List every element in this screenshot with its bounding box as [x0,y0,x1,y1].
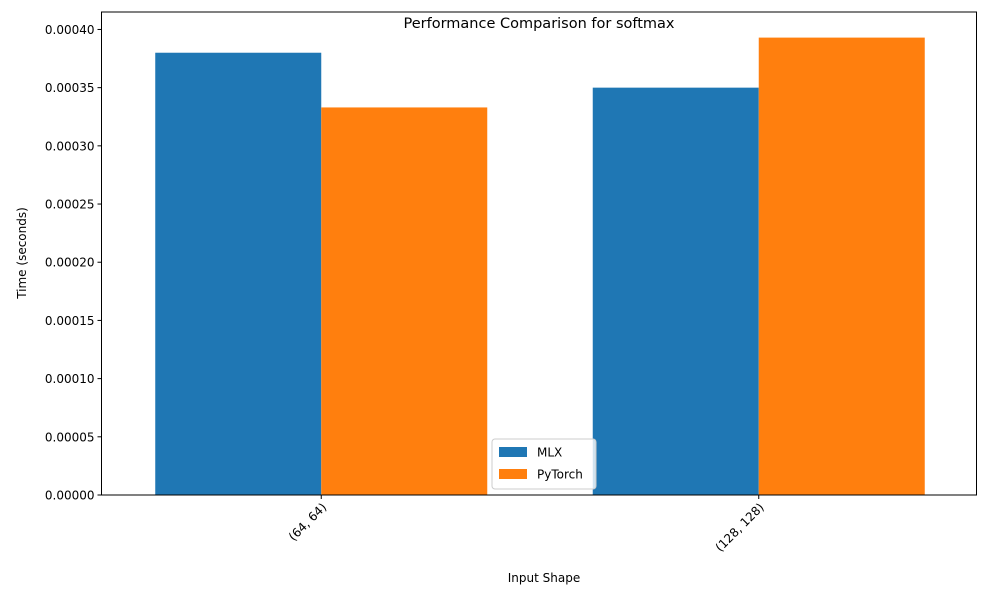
y-tick-label: 0.00030 [45,139,95,153]
y-axis: 0.00000 0.00005 0.00010 0.00015 0.00020 0.000… [45,23,102,503]
y-tick-label: 0.00040 [45,23,95,37]
y-axis-label: Time (seconds) [15,207,29,300]
bars-group [155,37,925,496]
y-tick-label: 0.00015 [45,314,95,328]
plot-frame [101,11,977,496]
bar-mlx-1 [592,87,759,496]
bar-pytorch-0 [321,107,488,495]
x-axis-label: Input Shape [508,571,580,585]
x-axis: (64, 64) (128, 128) [286,495,767,555]
x-tick-label: (64, 64) [286,500,330,544]
bar-pytorch-1 [758,37,925,495]
legend-swatch-pytorch [499,469,527,479]
legend-label-pytorch: PyTorch [537,468,583,482]
y-tick-label: 0.00025 [45,198,95,212]
x-tick-label: (128, 128) [713,500,767,554]
legend-swatch-mlx [499,447,527,457]
legend-label-mlx: MLX [537,446,562,460]
legend: MLX PyTorch [491,438,597,490]
y-tick-label: 0.00020 [45,256,95,270]
y-tick-label: 0.00035 [45,81,95,95]
y-tick-label: 0.00005 [45,430,95,444]
bar-mlx-0 [155,52,322,495]
y-tick-label: 0.00000 [45,489,95,503]
chart-title: Performance Comparison for softmax [403,16,674,32]
y-tick-label: 0.00010 [45,372,95,386]
